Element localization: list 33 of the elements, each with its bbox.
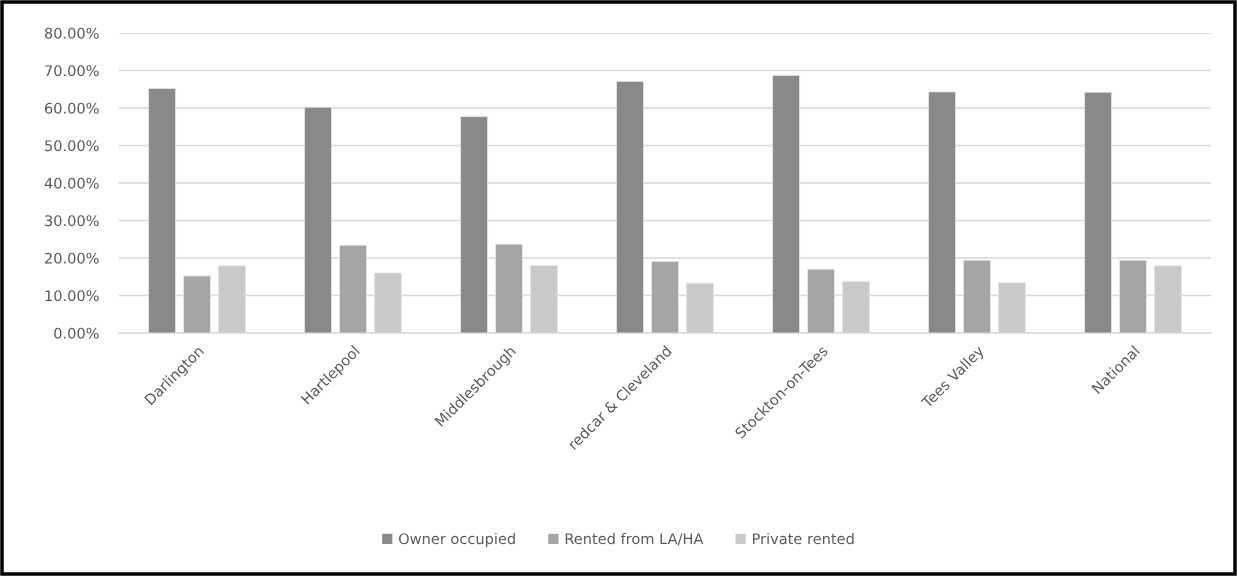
- bar: [530, 265, 558, 333]
- y-tick-label: 40.00%: [44, 177, 99, 189]
- y-tick-label: 20.00%: [45, 252, 99, 264]
- bar: [1084, 91, 1112, 333]
- bar: [218, 265, 246, 333]
- y-tick-label: 10.00%: [45, 290, 99, 302]
- bar: [998, 282, 1026, 333]
- bar: [495, 243, 523, 333]
- bar: [304, 106, 332, 333]
- y-tick-label: 70.00%: [45, 65, 99, 77]
- legend-label: Private rented: [752, 532, 854, 545]
- y-tick-label: 30.00%: [45, 215, 99, 227]
- bar: [963, 259, 991, 333]
- bar: [339, 244, 367, 333]
- bar: [1119, 259, 1147, 333]
- bar: [807, 268, 835, 333]
- bar: [686, 282, 714, 333]
- legend-label: Rented from LA/HA: [565, 532, 704, 546]
- bar: [651, 260, 679, 333]
- bar: [1154, 265, 1182, 333]
- bar: [148, 88, 176, 333]
- y-tick-label: 50.00%: [45, 140, 99, 152]
- bar: [928, 91, 956, 333]
- y-tick-label: 0.00%: [54, 327, 99, 339]
- bar: [374, 272, 402, 333]
- y-tick-label: 60.00%: [44, 102, 99, 114]
- legend-label: Owner occupied: [399, 532, 515, 548]
- bar: [616, 80, 644, 333]
- bar: [842, 280, 870, 333]
- y-tick-label: 80.00%: [44, 27, 99, 39]
- bar: [772, 74, 800, 333]
- bar: [460, 116, 488, 333]
- bar: [183, 275, 211, 333]
